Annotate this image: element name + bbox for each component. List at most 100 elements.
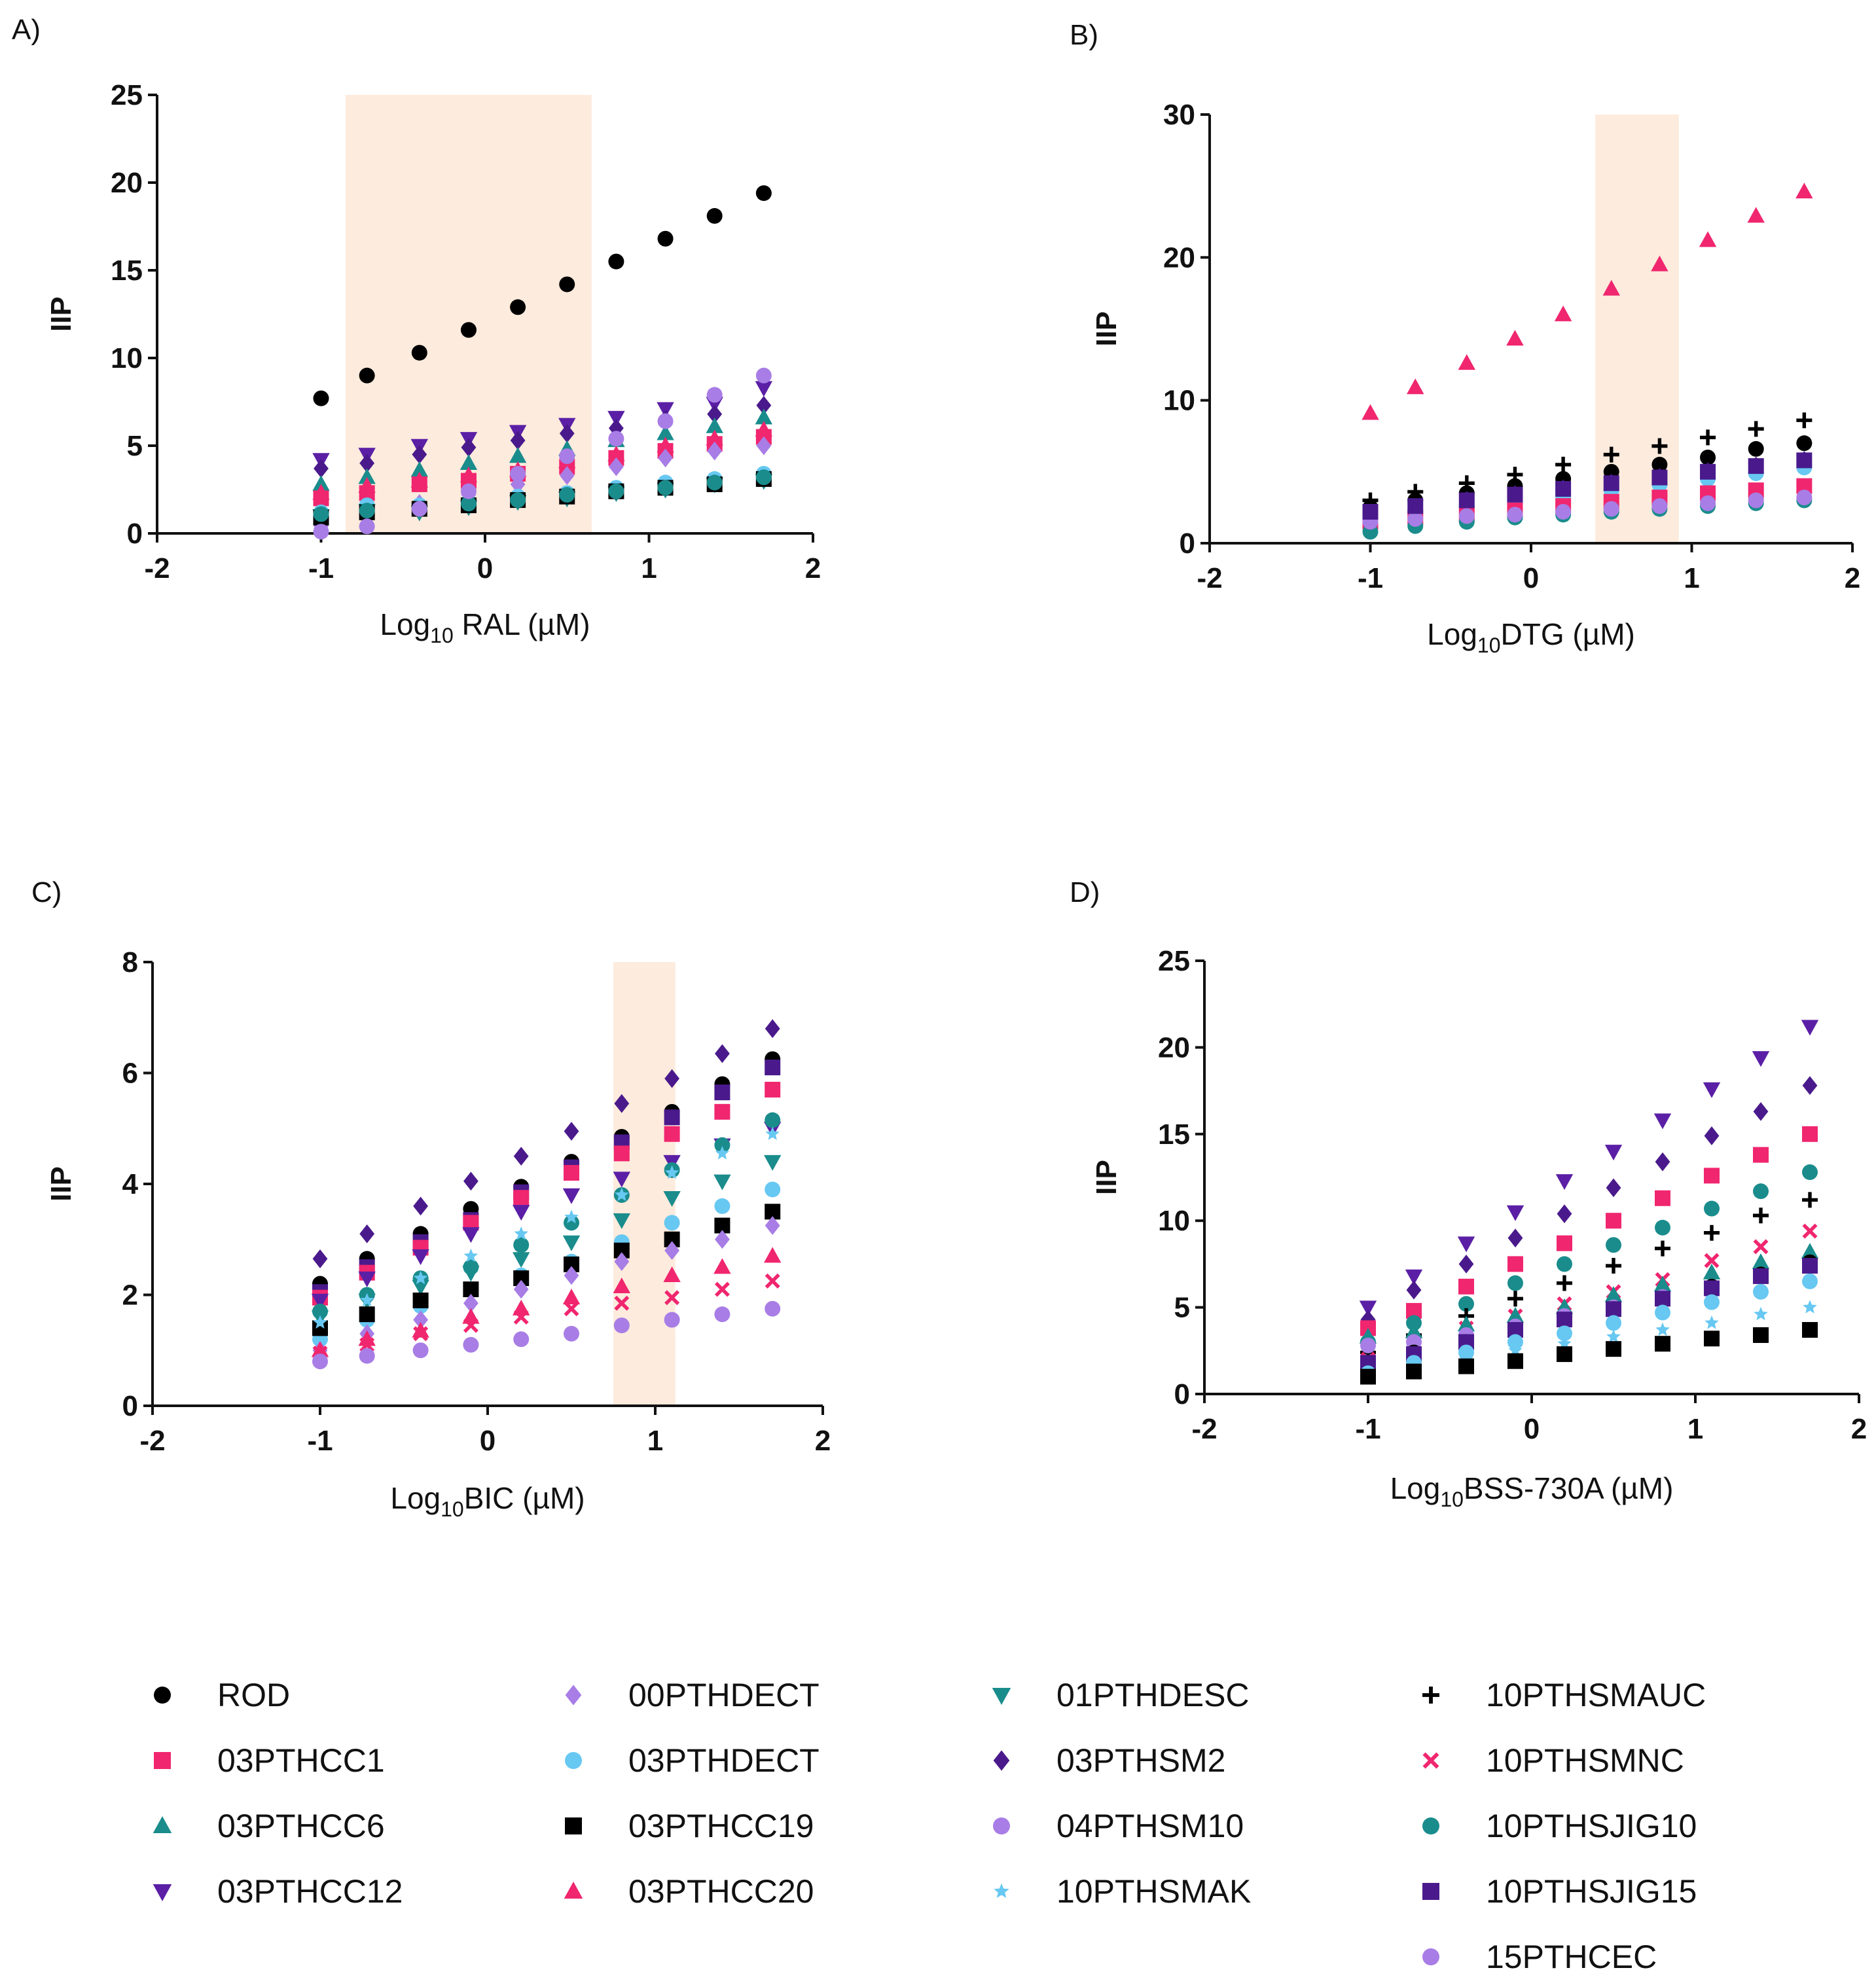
point-rod [460,322,477,338]
point-15pthcec [564,1325,579,1342]
point-03pthcc12 [1405,1269,1423,1285]
point-10pthsjig15 [1655,1291,1670,1307]
point-03pthcc12 [358,1271,376,1287]
point-03pthcc19 [1655,1336,1670,1352]
point-10pthsmak [359,1293,374,1307]
x-tick-label: -2 [1197,562,1222,594]
point-03pthcc6 [1457,1315,1475,1332]
point-10pthsmak [413,1270,428,1285]
point-10pthsmak [765,1126,780,1140]
point-03pthcc20 [358,476,376,493]
point-03pthcc6 [755,408,773,425]
point-03pthsm2 [1704,1126,1720,1145]
x-tick-label: 0 [480,1425,496,1457]
point-10pthsjig15 [1753,1268,1769,1284]
point-10pthsmak [1705,1315,1719,1329]
y-tick-label: 2 [122,1279,138,1312]
point-03pthcc1 [1507,1256,1523,1272]
point-03pthcc1 [1458,1278,1474,1295]
x-tick-label: -1 [1358,562,1383,594]
point-10pthsjig10 [714,1137,731,1153]
point-03pthcc12 [1506,1205,1524,1221]
point-rod [313,390,329,406]
y-tick-label: 10 [111,342,143,374]
point-03pthsm2 [312,1249,328,1268]
panel-label-b: B) [1070,19,1098,51]
point-10pthsjig15 [765,1060,781,1076]
legend-label: 10PTHSMNC [1486,1742,1684,1779]
point-03pthcc20 [410,471,428,488]
point-03pthcc1 [1557,1235,1572,1251]
point-03pthcc1 [1753,1147,1769,1163]
point-15pthcec [559,448,575,465]
x-tick-label: 2 [815,1425,831,1457]
y-tick-label: 0 [122,1390,138,1422]
point-10pthsmauc [1603,446,1619,463]
point-10pthsmauc [1507,1291,1523,1307]
legend-marker-rod [154,1687,171,1704]
point-10pthsmak [1754,1306,1768,1321]
point-10pthsjig15 [1802,1258,1818,1274]
point-15pthcec [510,465,526,482]
point-03pthsm2 [614,1094,630,1113]
point-15pthcec [1603,501,1619,517]
point-03pthcc12 [1359,1300,1377,1317]
point-01pthdesc [462,1266,480,1282]
x-tick-label: 1 [1687,1413,1703,1445]
x-tick-label: 0 [1523,562,1539,594]
point-10pthsmak [715,1146,730,1160]
plot-c: 0 2 4 6 8 -2 -1 0 1 2 IIP Log10BIC (µM) [45,946,831,1521]
point-10pthsjig10 [1507,1275,1523,1291]
legend-label: 03PTHCC6 [217,1808,385,1844]
point-10pthsmnc [1802,1223,1818,1239]
point-rod [359,367,375,384]
point-03pthcc6 [358,468,376,484]
point-10pthsjig10 [1458,1296,1474,1312]
x-tick-label: -2 [139,1425,165,1457]
point-10pthsmauc [1802,1192,1818,1208]
point-15pthcec [412,1342,429,1359]
point-10pthsjig15 [1507,486,1523,503]
point-10pthsmak [664,1165,679,1179]
point-03pthsm2 [715,1044,730,1064]
point-10pthsjig10 [359,503,375,519]
point-15pthcec [664,1312,680,1328]
point-10pthsmnc [614,1295,630,1311]
point-10pthsmnc [1704,1253,1720,1268]
point-10pthsmnc [714,1281,730,1297]
point-10pthsmauc [1655,1240,1670,1257]
point-00pthdect [707,441,723,461]
point-10pthsmak [1655,1322,1670,1336]
plot-a: 0 5 10 15 20 25 -2 -1 0 1 2 IIP Log10 RAL (µM) [45,79,821,647]
x-tick-label: -2 [144,552,170,584]
point-10pthsmnc [765,1273,780,1289]
point-01pthdesc [562,1235,581,1251]
y-tick-label: 6 [122,1058,138,1090]
legend-label: 03PTHSM2 [1056,1742,1225,1779]
point-00pthdect [715,1230,730,1249]
point-03pthcc20 [1554,305,1572,321]
point-rod [1748,440,1764,457]
point-03pthdect [765,1181,781,1198]
y-tick-label: 15 [1158,1118,1190,1151]
point-03pthcc19 [1753,1327,1769,1343]
point-10pthsmak [564,1209,579,1224]
y-tick-label: 10 [1158,1205,1190,1237]
legend-label: 03PTHCC19 [628,1808,814,1844]
y-axis-label: IIP [45,1166,77,1202]
point-10pthsmnc [564,1301,579,1317]
point-03pthcc1 [714,1103,731,1120]
point-15pthcec [1700,495,1716,511]
point-03pthcc6 [509,447,527,463]
point-01pthdesc [713,1174,731,1190]
point-03pthcc20 [1651,255,1669,272]
point-03pthcc6 [1801,1243,1819,1259]
point-03pthcc20 [412,1321,429,1338]
point-15pthcec [312,1353,328,1370]
point-03pthcc6 [1752,1253,1770,1269]
point-15pthcec [1651,498,1668,514]
y-tick-label: 4 [122,1168,139,1200]
point-00pthdect [609,457,624,476]
point-03pthsm2 [359,454,375,473]
legend-marker-03pthcc19 [565,1817,582,1834]
